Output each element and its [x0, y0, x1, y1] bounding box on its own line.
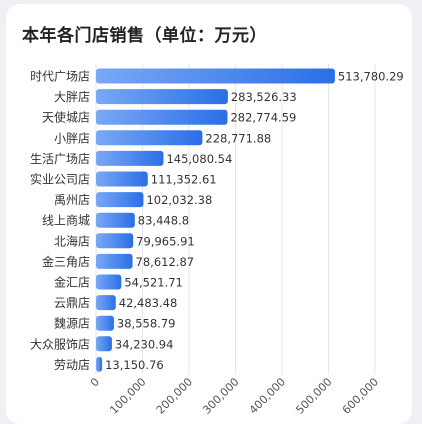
bar-10 — [96, 253, 133, 269]
value-label: 38,558.79 — [117, 317, 176, 331]
bar-13 — [96, 315, 114, 331]
bar-15 — [96, 356, 103, 372]
value-label: 282,774.59 — [230, 111, 296, 125]
bar-9 — [96, 233, 134, 249]
bar-2 — [96, 89, 228, 105]
category-label: 天使城店 — [42, 110, 90, 125]
category-label: 生活广场店 — [30, 152, 90, 166]
x-tick-label: 200,000 — [154, 375, 195, 416]
bar-12 — [96, 295, 116, 311]
x-tick-label: 100,000 — [107, 375, 148, 416]
category-label: 北海店 — [54, 233, 90, 248]
value-label: 83,448.8 — [138, 214, 189, 228]
category-label: 金汇店 — [54, 275, 90, 290]
category-label: 小胖店 — [54, 131, 90, 145]
bar-14 — [96, 336, 112, 352]
bar-11 — [96, 274, 122, 290]
x-tick-label: 400,000 — [247, 375, 288, 416]
value-label: 78,612.87 — [136, 255, 195, 269]
category-label: 时代广场店 — [30, 70, 90, 84]
x-tick-label: 500,000 — [293, 375, 334, 416]
bar-6 — [96, 171, 148, 187]
category-label: 劳动店 — [54, 358, 90, 372]
bar-5 — [96, 150, 164, 166]
x-tick-label: 600,000 — [340, 375, 381, 416]
category-label: 云鼎店 — [54, 296, 90, 310]
category-label: 大胖店 — [54, 90, 90, 104]
bar-4 — [96, 130, 203, 146]
category-label: 禹州店 — [54, 193, 90, 207]
bar-1 — [96, 68, 335, 84]
chart-title: 本年各门店销售（单位：万元） — [22, 26, 267, 46]
category-label: 线上商城 — [42, 213, 90, 228]
value-label: 34,230.94 — [115, 337, 174, 351]
value-label: 102,032.38 — [146, 193, 212, 207]
category-label: 大众服饰店 — [30, 337, 90, 351]
value-label: 111,352.61 — [151, 173, 217, 187]
value-label: 283,526.33 — [231, 90, 297, 104]
value-label: 13,150.76 — [105, 358, 164, 372]
value-label: 145,080.54 — [166, 152, 232, 166]
bar-3 — [96, 109, 228, 125]
value-label: 228,771.88 — [205, 131, 271, 145]
category-label: 实业公司店 — [30, 172, 90, 187]
value-label: 42,483.48 — [119, 296, 178, 310]
bar-7 — [96, 192, 144, 208]
value-label: 79,965.91 — [136, 234, 195, 248]
value-label: 513,780.29 — [338, 70, 404, 84]
x-tick-label: 300,000 — [200, 375, 241, 416]
category-label: 金三角店 — [42, 254, 90, 269]
category-label: 魏源店 — [54, 316, 90, 331]
value-label: 54,521.71 — [124, 276, 183, 290]
x-tick-label: 0 — [88, 375, 102, 389]
bar-8 — [96, 212, 135, 228]
